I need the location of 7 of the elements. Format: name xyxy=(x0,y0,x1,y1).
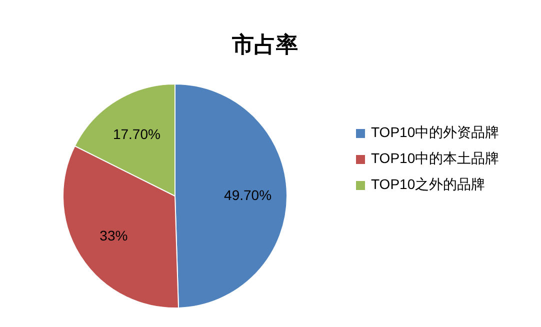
chart-title: 市占率 xyxy=(231,32,298,57)
legend-label: TOP10中的外资品牌 xyxy=(371,124,500,140)
legend-label: TOP10中的本土品牌 xyxy=(371,150,500,166)
legend-label: TOP10之外的品牌 xyxy=(371,176,486,192)
data-label: 17.70% xyxy=(112,126,160,142)
data-label: 33% xyxy=(100,227,128,244)
data-label: 49.70% xyxy=(224,186,272,203)
